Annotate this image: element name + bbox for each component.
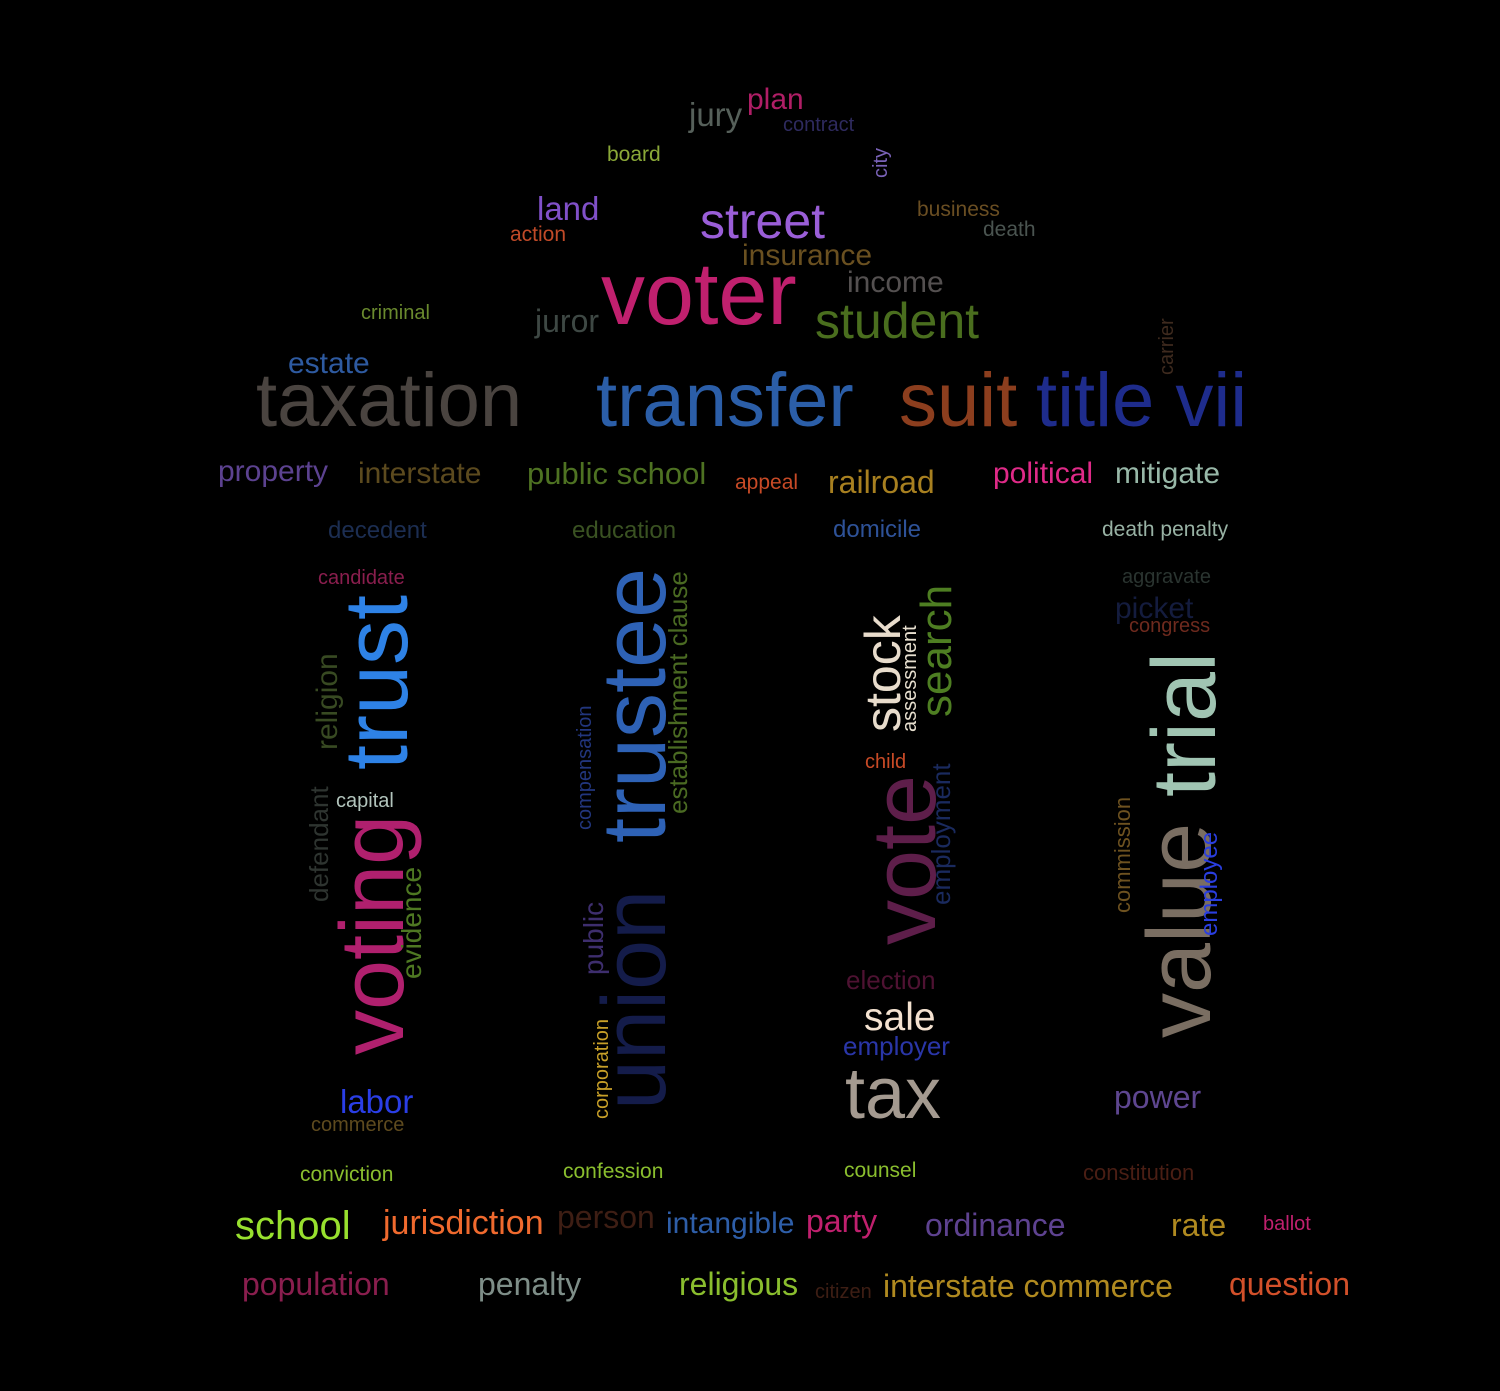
- word-tax: tax: [845, 1054, 942, 1134]
- word-candidate: candidate: [318, 567, 405, 589]
- word-criminal: criminal: [361, 302, 430, 324]
- word-decedent: decedent: [328, 517, 427, 544]
- word-citizen: citizen: [815, 1281, 872, 1303]
- word-city: city: [870, 148, 892, 178]
- word-person: person: [557, 1199, 655, 1235]
- word-plan: plan: [747, 83, 804, 116]
- word-power: power: [1114, 1079, 1202, 1115]
- word-carrier: carrier: [1156, 318, 1178, 375]
- word-political: political: [993, 457, 1094, 490]
- word-death: death: [983, 218, 1036, 241]
- word-insurance: insurance: [742, 239, 873, 272]
- word-party: party: [806, 1203, 878, 1239]
- word-commerce: commerce: [311, 1114, 405, 1136]
- word-mitigate: mitigate: [1115, 457, 1221, 490]
- word-appeal: appeal: [735, 471, 799, 494]
- word-employer: employer: [843, 1031, 950, 1061]
- word-question: question: [1229, 1266, 1350, 1302]
- word-estate: estate: [288, 347, 370, 380]
- word-street: street: [700, 193, 826, 249]
- word-transfer: transfer: [596, 358, 854, 443]
- word-conviction: conviction: [300, 1163, 394, 1186]
- word-employment: employment: [926, 763, 956, 905]
- word-land: land: [537, 190, 600, 227]
- word-constitution: constitution: [1083, 1160, 1195, 1185]
- word-interstate-commerce: interstate commerce: [883, 1268, 1173, 1304]
- word-student: student: [815, 293, 980, 349]
- word-corporation: corporation: [591, 1018, 613, 1119]
- word-rate: rate: [1171, 1207, 1227, 1243]
- word-counsel: counsel: [844, 1159, 917, 1182]
- word-religion: religion: [311, 653, 344, 750]
- word-contract: contract: [783, 114, 855, 136]
- word-congress: congress: [1129, 615, 1211, 637]
- word-property: property: [218, 455, 329, 488]
- word-juror: juror: [535, 303, 600, 339]
- word-employee: employee: [1196, 831, 1223, 936]
- word-education: education: [572, 517, 677, 544]
- word-child: child: [865, 751, 907, 773]
- word-evidence: evidence: [396, 866, 427, 979]
- word-picket: picket: [1115, 592, 1194, 625]
- word-penalty: penalty: [478, 1266, 582, 1302]
- word-suit: suit: [899, 358, 1018, 443]
- word-death-penalty: death penalty: [1102, 518, 1229, 541]
- word-action: action: [510, 223, 567, 246]
- word-jurisdiction: jurisdiction: [383, 1204, 544, 1242]
- word-population: population: [242, 1266, 390, 1302]
- word-title-vii: title vii: [1036, 358, 1248, 443]
- word-school: school: [235, 1204, 351, 1248]
- word-commission: commission: [1110, 796, 1135, 913]
- word-sale: sale: [864, 996, 936, 1039]
- word-public-school: public school: [527, 456, 707, 491]
- word-defendant: defendant: [304, 786, 334, 902]
- word-railroad: railroad: [828, 464, 935, 500]
- word-compensation: compensation: [574, 705, 596, 830]
- word-election: election: [846, 965, 936, 995]
- word-search: search: [912, 584, 961, 717]
- word-establishment-clause: establishment clause: [663, 571, 693, 814]
- word-income: income: [847, 266, 944, 299]
- word-trust: trust: [327, 594, 427, 770]
- word-labor: labor: [340, 1083, 414, 1120]
- word-ballot: ballot: [1263, 1213, 1311, 1235]
- word-aggravate: aggravate: [1122, 566, 1211, 588]
- word-interstate: interstate: [358, 457, 482, 490]
- word-voter: voter: [601, 244, 797, 343]
- word-trial: trial: [1135, 651, 1235, 797]
- word-jury: jury: [689, 96, 743, 133]
- word-intangible: intangible: [666, 1207, 795, 1240]
- word-taxation: taxation: [256, 358, 523, 443]
- word-business: business: [917, 198, 1000, 221]
- word-religious: religious: [679, 1266, 799, 1302]
- word-capital: capital: [336, 790, 394, 812]
- word-confession: confession: [563, 1160, 664, 1183]
- word-board: board: [607, 143, 661, 166]
- word-domicile: domicile: [833, 516, 922, 543]
- word-public: public: [578, 901, 609, 975]
- word-ordinance: ordinance: [925, 1207, 1066, 1243]
